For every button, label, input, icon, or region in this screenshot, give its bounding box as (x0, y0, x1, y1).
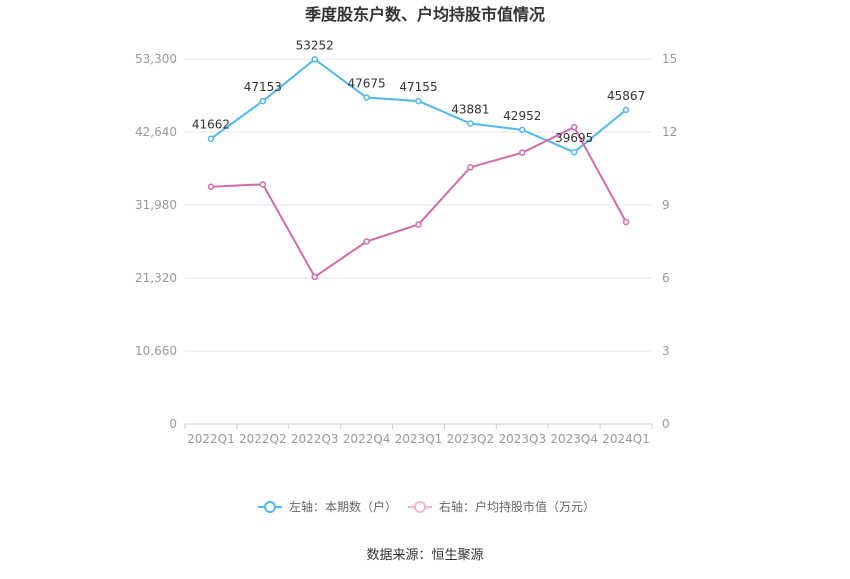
data-point[interactable] (622, 218, 630, 226)
legend-item-market-value[interactable]: 右轴：户均持股市值（万元） (408, 499, 595, 514)
data-point[interactable] (467, 164, 474, 171)
right-tick-label: 15 (662, 52, 677, 66)
right-tick-label: 6 (662, 271, 670, 285)
x-tick-label: 2023Q4 (550, 432, 598, 446)
right-axis-ticks: 0 3 6 9 12 15 (662, 52, 677, 431)
data-point[interactable] (519, 149, 526, 156)
data-label: 42952 (503, 109, 541, 123)
data-point[interactable] (259, 97, 267, 105)
legend-label-households: 左轴：本期数（户） (289, 499, 397, 514)
x-tick-label: 2022Q1 (187, 432, 235, 446)
data-point[interactable] (570, 148, 578, 156)
legend-marker-households (264, 501, 276, 513)
left-axis-ticks: 0 10,660 21,320 31,980 42,640 53,300 (135, 52, 177, 431)
legend-marker-market-value (414, 501, 426, 513)
x-tick-label: 2023Q1 (395, 432, 443, 446)
x-tick-label: 2022Q3 (291, 432, 339, 446)
left-tick-label: 53,300 (135, 52, 177, 66)
left-tick-label: 42,640 (135, 125, 177, 139)
left-tick-label: 10,660 (135, 344, 177, 358)
data-point[interactable] (311, 273, 318, 281)
x-tick-label: 2023Q2 (447, 432, 495, 446)
data-point[interactable] (415, 221, 422, 228)
right-tick-label: 9 (662, 198, 670, 212)
data-label: 53252 (296, 38, 334, 52)
data-label: 45867 (607, 89, 645, 103)
data-point[interactable] (311, 56, 318, 63)
data-point[interactable] (570, 123, 578, 131)
left-tick-label: 0 (169, 417, 177, 431)
data-label: 41662 (192, 118, 230, 132)
right-tick-label: 3 (662, 344, 670, 358)
x-tick-label: 2024Q1 (602, 432, 650, 446)
x-axis-ticks: 2022Q1 2022Q2 2022Q3 2022Q4 2023Q1 2023Q2 2023… (184, 424, 653, 446)
data-point[interactable] (415, 97, 422, 105)
data-label: 39695 (555, 131, 593, 145)
legend-item-households[interactable]: 左轴：本期数（户） (258, 499, 397, 514)
data-point[interactable] (207, 135, 215, 142)
data-point[interactable] (519, 126, 526, 134)
data-source: 数据来源：恒生聚源 (366, 548, 483, 563)
x-tick-label: 2023Q3 (498, 432, 546, 446)
data-label: 47155 (399, 80, 437, 94)
x-tick-label: 2022Q2 (239, 432, 287, 446)
data-point[interactable] (467, 120, 474, 127)
data-point[interactable] (363, 238, 370, 245)
data-point[interactable] (207, 183, 215, 190)
left-tick-label: 31,980 (135, 198, 177, 212)
data-label: 47153 (244, 80, 282, 94)
data-label: 47675 (348, 77, 386, 91)
x-tick-label: 2022Q4 (343, 432, 391, 446)
data-label: 43881 (451, 103, 489, 117)
right-tick-label: 12 (662, 125, 677, 139)
series-line-1 (210, 126, 627, 278)
data-point[interactable] (622, 106, 630, 114)
data-labels: 41662 47153 53252 47675 47155 43881 42952 39695… (192, 38, 645, 145)
grid-lines (185, 58, 652, 425)
legend-label-market-value: 右轴：户均持股市值（万元） (439, 499, 595, 514)
chart-title: 季度股东户数、户均持股市值情况 (304, 5, 545, 24)
data-point[interactable] (363, 94, 370, 101)
series-layer (207, 56, 630, 281)
legend: 左轴：本期数（户） 右轴：户均持股市值（万元） (258, 499, 595, 514)
data-point[interactable] (259, 181, 267, 188)
right-tick-label: 0 (662, 417, 670, 431)
left-tick-label: 21,320 (135, 271, 177, 285)
